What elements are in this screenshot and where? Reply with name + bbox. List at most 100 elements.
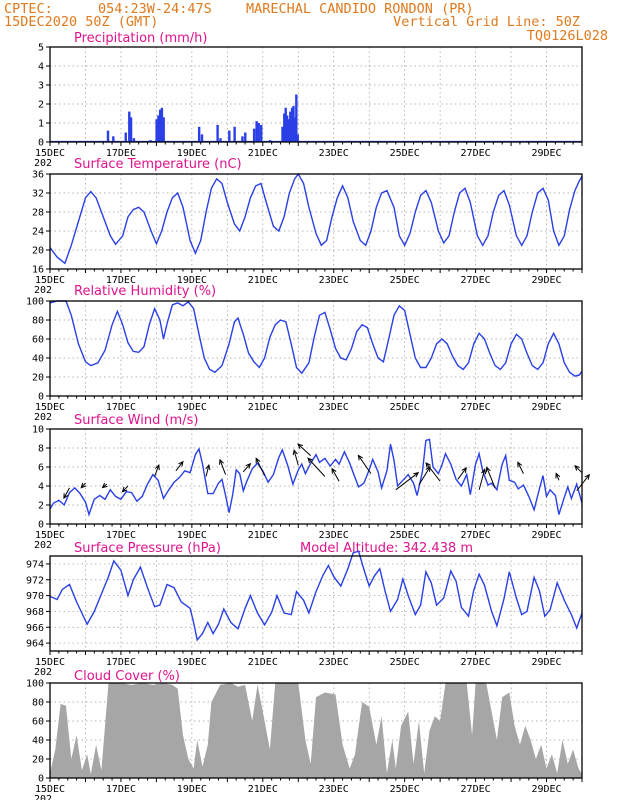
pressure-ytick-label: 970 [26,591,44,602]
wind-ytick-label: 6 [38,463,44,474]
humidity-ytick-label: 0 [38,392,44,403]
precipitation-bar [112,136,115,142]
precipitation-bar [244,132,247,142]
cloud-year-fragment: 202 [34,794,52,800]
temperature-ytick-label: 20 [32,246,44,257]
wind-vector-head [517,461,523,468]
cloud-ytick-label: 100 [26,679,44,690]
wind-vector-head [574,465,580,471]
precipitation-ytick-label: 4 [38,62,44,73]
precipitation-bar [216,124,219,142]
precipitation-bar [129,117,133,142]
precipitation-bar [292,105,295,142]
precipitation-bar [296,134,299,142]
precipitation-xtick-label: 29DEC [531,148,561,159]
wind-xtick-label: 27DEC [461,530,491,541]
humidity-xtick-label: 27DEC [461,402,491,413]
wind-vector [122,485,129,493]
wind-vector-head [481,468,487,475]
humidity-xtick-label: 15DEC [35,402,65,413]
cloud-ytick-label: 40 [32,736,44,747]
precipitation-bar [200,134,204,142]
wind-vector-head [307,457,313,464]
wind-vector-head [297,443,304,450]
precipitation-xtick-label: 27DEC [461,148,491,159]
temperature-xtick-label: 29DEC [531,275,561,286]
temperature-xtick-label: 17DEC [106,275,136,286]
header-model-code: TQ0126L028 [527,28,608,44]
temperature-xtick-label: 21DEC [248,275,278,286]
pressure-ytick-label: 972 [26,575,44,586]
wind-vector [219,459,227,475]
precipitation-bar [285,115,289,142]
humidity-xtick-label: 21DEC [248,402,278,413]
precipitation-bar [295,94,298,142]
wind-vector-head [80,482,87,489]
wind-ytick-label: 4 [38,482,44,493]
wind-vector [555,473,560,481]
precipitation-bar [157,115,160,142]
wind-vector-head [63,493,69,500]
precipitation-bar [290,107,294,142]
wind-vector [395,472,419,491]
precipitation-ytick-label: 1 [38,119,44,130]
temperature-ytick-label: 36 [32,170,44,181]
precipitation-bar [241,136,244,142]
wind-ytick-label: 2 [38,501,44,512]
pressure-panel: Surface Pressure (hPa) Model Altitude: 3… [26,541,583,678]
wind-vector-head [461,467,467,473]
wind-xtick-label: 29DEC [531,530,561,541]
wind-vector [478,469,486,490]
pressure-ytick-label: 964 [26,639,44,650]
precipitation-xtick-label: 19DEC [177,148,207,159]
wind-vector-head [178,460,184,467]
pressure-xtick-label: 23DEC [319,657,349,668]
precipitation-bar [255,121,258,142]
wind-ytick-label: 8 [38,444,44,455]
temperature-ytick-label: 28 [32,208,44,219]
wind-vector [425,462,441,482]
precipitation-bar [219,138,222,142]
precipitation-bar [228,130,231,142]
precipitation-ytick-label: 0 [38,138,44,149]
cloud-ytick-label: 60 [32,717,44,728]
humidity-ytick-label: 20 [32,373,44,384]
precipitation-bar [260,124,263,142]
wind-vector-head [425,465,431,472]
pressure-ytick-label: 968 [26,607,44,618]
precipitation-bar [132,138,136,142]
humidity-xtick-label: 25DEC [390,402,420,413]
cloud-xtick-label: 19DEC [177,784,207,795]
temperature-xtick-label: 23DEC [319,275,349,286]
temperature-ytick-label: 24 [32,227,44,238]
pressure-ytick-label: 966 [26,623,44,634]
cloud-xtick-label: 15DEC [35,784,65,795]
cloud-ytick-label: 80 [32,698,44,709]
wind-vector [205,464,210,477]
wind-ytick-label: 0 [38,520,44,531]
wind-vector [293,450,299,466]
pressure-xtick-label: 29DEC [531,657,561,668]
wind-vector-head [357,454,363,461]
temperature-panel: Surface Temperature (nC) 16 20 24 28 32 36 15D… [32,157,583,296]
temperature-xtick-label: 25DEC [390,275,420,286]
temperature-xtick-label: 27DEC [461,275,491,286]
temperature-series-line [49,172,583,265]
wind-frame [49,428,583,525]
precipitation-bar [160,107,164,142]
header-location: 054:23W-24:47S [98,1,212,17]
cloud-title: Cloud Cover (%) [74,669,180,684]
precipitation-bar [106,130,110,142]
precipitation-bar [257,123,260,142]
precipitation-xtick-label: 17DEC [106,148,136,159]
precipitation-bar [162,117,165,142]
cloud-ytick-label: 20 [32,755,44,766]
precipitation-bar [287,119,291,142]
wind-vector-head [219,458,224,465]
wind-vector [574,465,583,474]
wind-vector [486,467,496,489]
cloud-ytick-label: 0 [38,774,44,785]
cloud-xtick-label: 17DEC [106,784,136,795]
wind-xtick-label: 15DEC [35,530,65,541]
